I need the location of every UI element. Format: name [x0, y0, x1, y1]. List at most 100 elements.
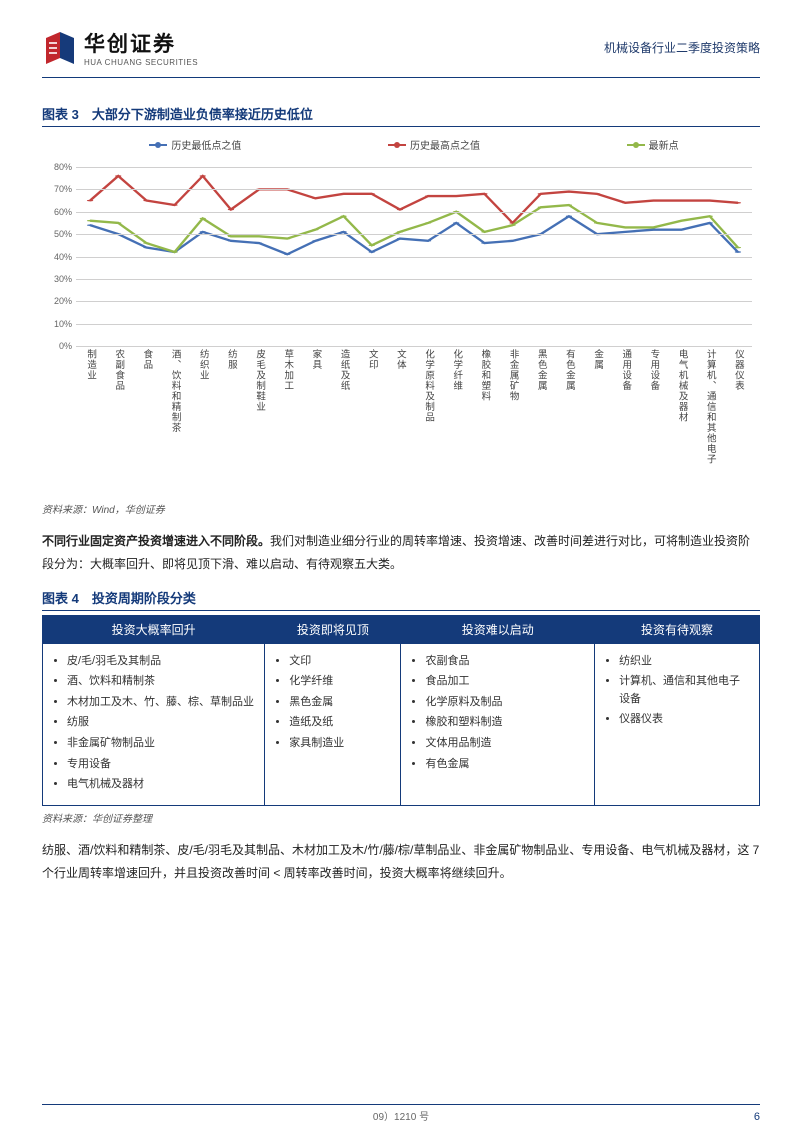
- figure-3-title-rule: [42, 126, 760, 127]
- gridline: [76, 189, 752, 190]
- x-axis-label: 橡胶和塑料: [477, 349, 491, 402]
- list-item: 黑色金属: [289, 694, 390, 712]
- y-axis-label: 30%: [42, 274, 72, 284]
- chart-x-labels: 制造业农副食品食品酒、饮料和精制茶纺织业纺服皮毛及制鞋业草木加工家具造纸及纸文印…: [76, 349, 752, 497]
- list-item: 造纸及纸: [289, 714, 390, 732]
- paragraph-2: 纺服、酒/饮料和精制茶、皮/毛/羽毛及其制品、木材加工及木/竹/藤/棕/草制品业…: [42, 839, 760, 885]
- y-axis-label: 50%: [42, 229, 72, 239]
- figure-4-block: 图表 4 投资周期阶段分类 投资大概率回升投资即将见顶投资难以启动投资有待观察 …: [42, 588, 760, 825]
- chart-legend: 历史最低点之值 历史最高点之值 最新点: [76, 137, 752, 152]
- figure-3-source: 资料来源：Wind，华创证券: [42, 501, 760, 516]
- table-cell: 农副食品食品加工化学原料及制品橡胶和塑料制造文体用品制造有色金属: [401, 643, 595, 805]
- x-axis-label: 化学原料及制品: [421, 349, 435, 423]
- footer-divider: [42, 1104, 760, 1105]
- table-column-header: 投资大概率回升: [43, 615, 265, 643]
- list-item: 纺织业: [619, 653, 749, 671]
- list-item: 非金属矿物制品业: [67, 735, 254, 753]
- x-axis-label: 皮毛及制鞋业: [252, 349, 266, 412]
- table-cell: 皮/毛/羽毛及其制品酒、饮料和精制茶木材加工及木、竹、藤、棕、草制品业纺服非金属…: [43, 643, 265, 805]
- x-axis-label: 酒、饮料和精制茶: [168, 349, 182, 433]
- page-header: 华创证券 HUA CHUANG SECURITIES 机械设备行业二季度投资策略: [42, 28, 760, 73]
- list-item: 专用设备: [67, 756, 254, 774]
- logo-icon: [42, 32, 78, 64]
- list-item: 化学原料及制品: [425, 694, 584, 712]
- list-item: 食品加工: [425, 673, 584, 691]
- y-axis-label: 20%: [42, 296, 72, 306]
- page-number: 6: [754, 1111, 760, 1123]
- x-axis-label: 家具: [308, 349, 322, 370]
- gridline: [76, 301, 752, 302]
- gridline: [76, 346, 752, 347]
- header-divider: [42, 77, 760, 78]
- table-column-header: 投资有待观察: [595, 615, 760, 643]
- list-item: 化学纤维: [289, 673, 390, 691]
- gridline: [76, 234, 752, 235]
- x-axis-label: 有色金属: [562, 349, 576, 391]
- y-axis-label: 80%: [42, 162, 72, 172]
- x-axis-label: 造纸及纸: [337, 349, 351, 391]
- table-body-row: 皮/毛/羽毛及其制品酒、饮料和精制茶木材加工及木、竹、藤、棕、草制品业纺服非金属…: [43, 643, 760, 805]
- x-axis-label: 纺服: [224, 349, 238, 370]
- legend-item: 历史最低点之值: [149, 137, 241, 152]
- figure-4-source: 资料来源：华创证券整理: [42, 810, 760, 825]
- y-axis-label: 40%: [42, 252, 72, 262]
- paragraph-1-lead: 不同行业固定资产投资增速进入不同阶段。: [42, 534, 270, 548]
- figure-3-title: 图表 3 大部分下游制造业负债率接近历史低位: [42, 104, 760, 126]
- paragraph-1: 不同行业固定资产投资增速进入不同阶段。我们对制造业细分行业的周转率增速、投资增速…: [42, 530, 760, 576]
- table-column-header: 投资即将见顶: [265, 615, 401, 643]
- legend-item: 最新点: [627, 137, 679, 152]
- x-axis-label: 专用设备: [646, 349, 660, 391]
- gridline: [76, 257, 752, 258]
- gridline: [76, 212, 752, 213]
- list-item: 农副食品: [425, 653, 584, 671]
- y-axis-label: 60%: [42, 207, 72, 217]
- chart-plot-area: 0%10%20%30%40%50%60%70%80%: [76, 167, 752, 347]
- x-axis-label: 非金属矿物: [506, 349, 520, 402]
- footer-center-text: 09）1210 号: [373, 1112, 429, 1123]
- list-item: 文体用品制造: [425, 735, 584, 753]
- gridline: [76, 279, 752, 280]
- x-axis-label: 农副食品: [111, 349, 125, 391]
- gridline: [76, 324, 752, 325]
- table-cell: 文印化学纤维黑色金属造纸及纸家具制造业: [265, 643, 401, 805]
- x-axis-label: 金属: [590, 349, 604, 370]
- x-axis-label: 文印: [365, 349, 379, 370]
- x-axis-label: 通用设备: [618, 349, 632, 391]
- list-item: 橡胶和塑料制造: [425, 714, 584, 732]
- table-column-header: 投资难以启动: [401, 615, 595, 643]
- list-item: 木材加工及木、竹、藤、棕、草制品业: [67, 694, 254, 712]
- table-header-row: 投资大概率回升投资即将见顶投资难以启动投资有待观察: [43, 615, 760, 643]
- x-axis-label: 制造业: [83, 349, 97, 381]
- table-cell: 纺织业计算机、通信和其他电子设备仪器仪表: [595, 643, 760, 805]
- x-axis-label: 食品: [139, 349, 153, 370]
- list-item: 电气机械及器材: [67, 776, 254, 794]
- x-axis-label: 电气机械及器材: [675, 349, 689, 423]
- figure-3-chart: 历史最低点之值历史最高点之值最新点 0%10%20%30%40%50%60%70…: [42, 137, 760, 497]
- list-item: 酒、饮料和精制茶: [67, 673, 254, 691]
- legend-item: 历史最高点之值: [388, 137, 480, 152]
- logo-text-en: HUA CHUANG SECURITIES: [84, 58, 198, 67]
- x-axis-label: 文体: [393, 349, 407, 370]
- y-axis-label: 70%: [42, 184, 72, 194]
- list-item: 仪器仪表: [619, 711, 749, 729]
- figure-3-block: 图表 3 大部分下游制造业负债率接近历史低位 历史最低点之值 历史最高点之值 最新点…: [42, 104, 760, 516]
- list-item: 皮/毛/羽毛及其制品: [67, 653, 254, 671]
- x-axis-label: 化学纤维: [449, 349, 463, 391]
- gridline: [76, 167, 752, 168]
- y-axis-label: 0%: [42, 341, 72, 351]
- page-footer: 09）1210 号 6: [0, 1104, 802, 1123]
- list-item: 纺服: [67, 714, 254, 732]
- x-axis-label: 计算机、通信和其他电子: [703, 349, 717, 465]
- list-item: 文印: [289, 653, 390, 671]
- logo-text-cn: 华创证券: [84, 28, 198, 58]
- x-axis-label: 草木加工: [280, 349, 294, 391]
- investment-cycle-table: 投资大概率回升投资即将见顶投资难以启动投资有待观察 皮/毛/羽毛及其制品酒、饮料…: [42, 615, 760, 806]
- list-item: 计算机、通信和其他电子设备: [619, 673, 749, 708]
- x-axis-label: 仪器仪表: [731, 349, 745, 391]
- company-logo: 华创证券 HUA CHUANG SECURITIES: [42, 28, 198, 67]
- list-item: 有色金属: [425, 756, 584, 774]
- document-title: 机械设备行业二季度投资策略: [604, 39, 760, 56]
- figure-4-title: 图表 4 投资周期阶段分类: [42, 588, 760, 610]
- figure-4-title-rule: [42, 610, 760, 611]
- y-axis-label: 10%: [42, 319, 72, 329]
